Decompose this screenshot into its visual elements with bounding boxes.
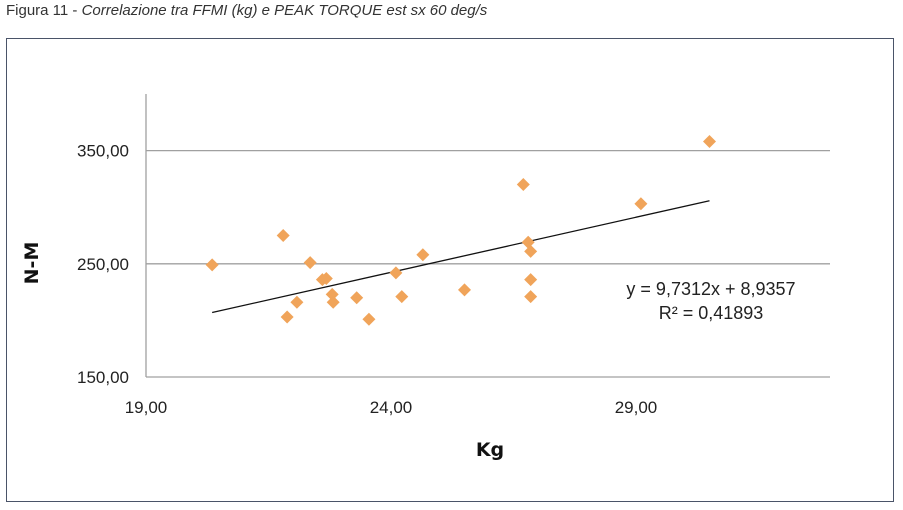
x-tick-label: 29,00	[615, 398, 658, 417]
data-point-18	[524, 273, 538, 287]
data-point-13	[416, 248, 430, 262]
data-point-7	[325, 287, 339, 301]
y-axis-title: N-M	[21, 242, 43, 285]
data-point-11	[389, 266, 403, 280]
x-tick-label: 24,00	[370, 398, 413, 417]
data-point-4	[303, 256, 317, 270]
data-point-2	[280, 310, 294, 324]
figure-caption: Figura 11 - Correlazione tra FFMI (kg) e…	[6, 2, 487, 19]
y-tick-labels: 150,00 250,00 350,00	[77, 142, 129, 387]
data-point-16	[521, 235, 535, 249]
x-tick-labels: 19,00 24,00 29,00	[125, 398, 658, 417]
figure-label: Figura 11 -	[6, 2, 78, 19]
y-tick-label: 250,00	[77, 255, 129, 274]
data-point-17	[524, 244, 538, 258]
chart-frame	[6, 38, 894, 502]
y-tick-label: 350,00	[77, 142, 129, 161]
data-point-15	[516, 178, 530, 192]
figure-description: Correlazione tra FFMI (kg) e PEAK TORQUE…	[81, 2, 488, 19]
trendline-equation: y = 9,7312x + 8,9357	[626, 279, 795, 299]
x-axis-title: Kg	[476, 439, 504, 461]
data-point-9	[350, 291, 364, 305]
data-point-1	[276, 229, 290, 242]
y-tick-label: 150,00	[77, 368, 129, 387]
data-point-14	[458, 283, 471, 297]
data-point-3	[290, 295, 304, 309]
data-point-19	[524, 290, 538, 304]
x-tick-label: 19,00	[125, 398, 168, 417]
gridlines	[146, 149, 830, 378]
data-point-21	[703, 135, 716, 149]
r-squared-label: R² = 0,41893	[659, 303, 764, 323]
data-points	[205, 135, 716, 326]
trendline	[212, 200, 710, 314]
data-point-20	[634, 197, 648, 211]
data-point-0	[205, 258, 219, 272]
data-point-12	[395, 290, 409, 304]
data-point-10	[362, 312, 376, 326]
data-point-6	[319, 272, 333, 286]
data-point-8	[326, 295, 340, 309]
